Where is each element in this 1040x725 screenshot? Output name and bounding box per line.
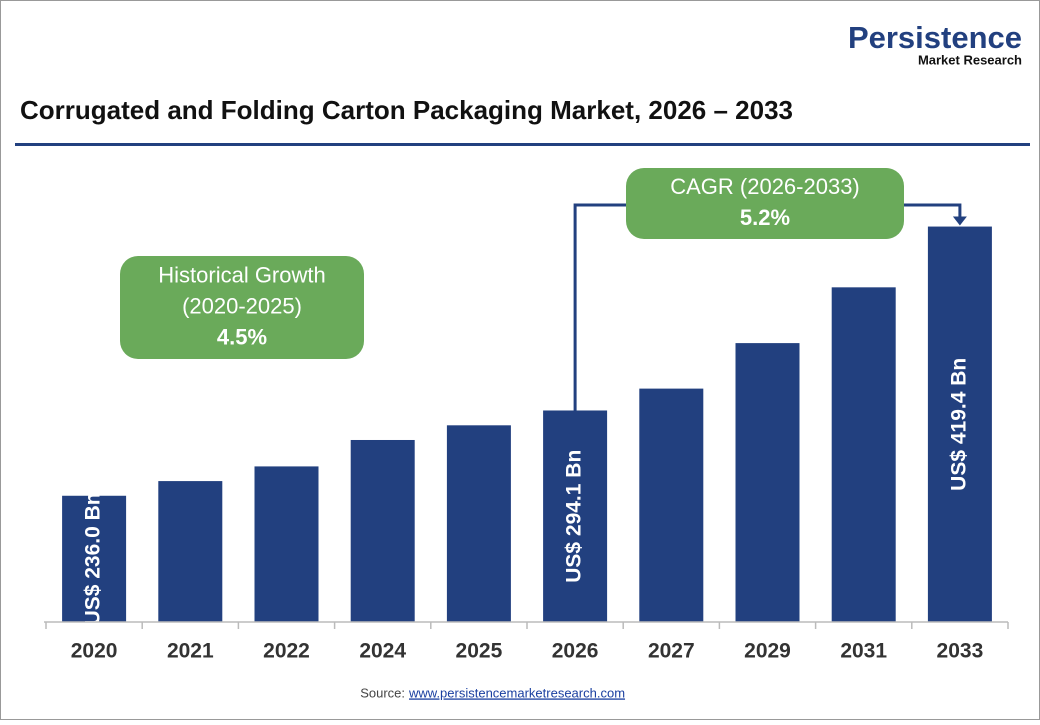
x-tick-label: 2020	[71, 640, 118, 663]
annotation-text: (2020-2025)	[182, 293, 302, 318]
value-label: US$ 294.1 Bn	[563, 450, 586, 583]
x-tick-label: 2033	[937, 640, 984, 663]
bar	[639, 388, 704, 622]
bar	[350, 439, 415, 622]
chart-title: Corrugated and Folding Carton Packaging …	[20, 95, 793, 125]
x-tick-label: 2031	[840, 640, 887, 663]
annotation-text: 4.5%	[217, 324, 267, 349]
bar	[735, 343, 800, 622]
bar	[927, 226, 992, 623]
annotation-text: 5.2%	[740, 205, 790, 230]
title-rule	[15, 143, 1030, 146]
bar	[62, 495, 127, 622]
source-link[interactable]: www.persistencemarketresearch.com	[408, 685, 625, 700]
x-tick-label: 2027	[648, 640, 695, 663]
annotation-text: Historical Growth	[158, 262, 325, 287]
annotation-box	[626, 168, 904, 239]
x-tick-label: 2029	[744, 640, 791, 663]
connector-arrow	[952, 216, 967, 226]
annotation-box	[120, 256, 364, 359]
bar	[543, 410, 608, 622]
bar	[831, 287, 896, 622]
logo-tagline: Market Research	[918, 52, 1022, 67]
x-tick-label: 2025	[456, 640, 503, 663]
x-tick-label: 2022	[263, 640, 310, 663]
value-label: US$ 236.0 Bn	[82, 492, 105, 625]
bar	[446, 425, 511, 622]
source-label: Source:	[360, 685, 405, 700]
x-tick-label: 2021	[167, 640, 214, 663]
x-tick-label: 2024	[359, 640, 406, 663]
value-label: US$ 419.4 Bn	[947, 358, 970, 491]
bar	[254, 466, 319, 622]
logo-name: Persistence	[848, 20, 1022, 55]
annotation-text: CAGR (2026-2033)	[670, 174, 860, 199]
x-tick-label: 2026	[552, 640, 599, 663]
bar	[158, 481, 223, 622]
